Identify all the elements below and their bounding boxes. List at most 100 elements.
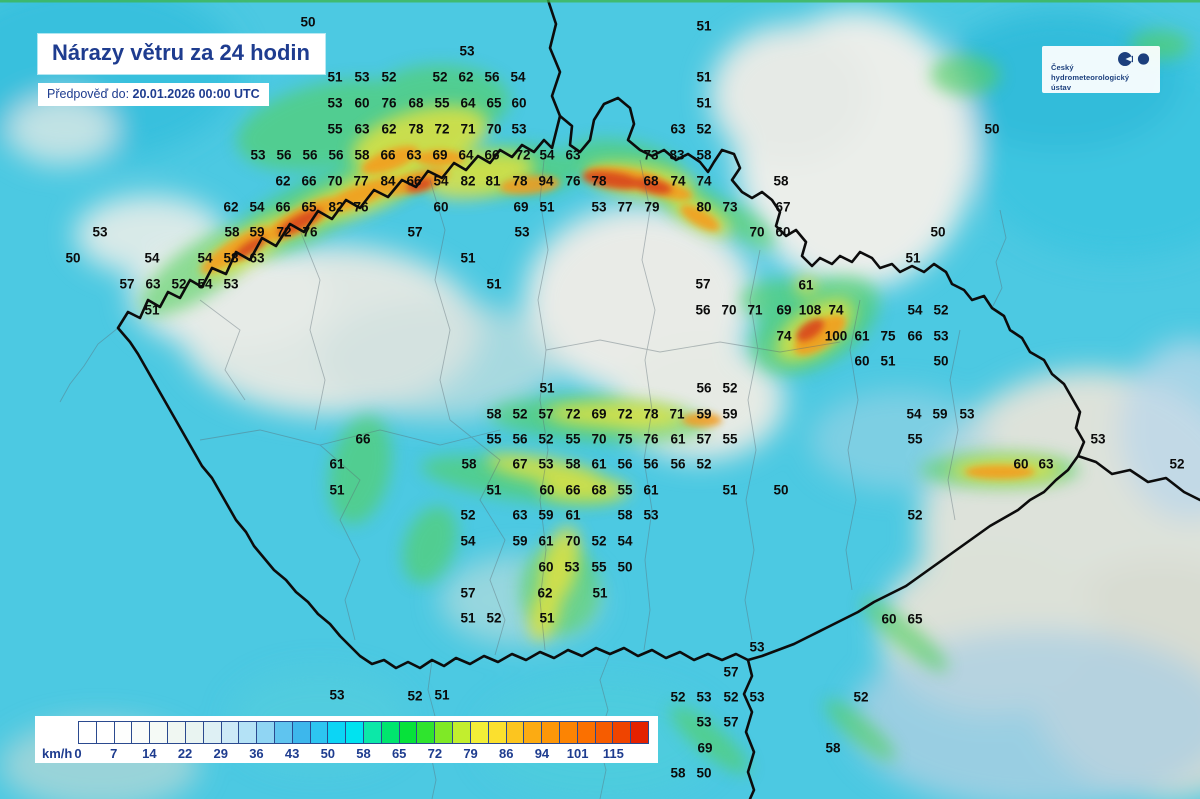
legend-color-cell — [113, 721, 133, 744]
legend-color-cell — [95, 721, 115, 744]
wind-gust-value: 50 — [300, 14, 316, 30]
wind-gust-value: 54 — [197, 276, 213, 292]
wind-gust-value: 52 — [538, 431, 554, 447]
legend-tick: 79 — [463, 746, 478, 761]
wind-gust-value: 63 — [512, 507, 528, 523]
legend-color-cell — [594, 721, 614, 744]
wind-gust-value: 57 — [119, 276, 135, 292]
wind-gust-value: 64 — [460, 95, 476, 111]
wind-gust-value: 50 — [65, 250, 81, 266]
wind-gust-value: 52 — [723, 689, 739, 705]
wind-gust-value: 53 — [223, 276, 239, 292]
wind-gust-value: 75 — [617, 431, 633, 447]
wind-gust-value: 70 — [721, 302, 737, 318]
wind-band-orange — [201, 146, 1035, 479]
wind-gust-value: 71 — [747, 302, 763, 318]
wind-speed-legend: km/h 0 7 14 22 29 36 43 50 58 65 72 79 86 94 101 115 — [35, 716, 658, 763]
wind-gust-value: 51 — [539, 610, 555, 626]
chmi-logo-mark — [1118, 52, 1150, 66]
wind-gust-value: 58 — [773, 173, 789, 189]
wind-gust-value: 70 — [486, 121, 502, 137]
wind-gust-value: 53 — [643, 507, 659, 523]
wind-gust-value: 58 — [354, 147, 370, 163]
wind-gust-value: 69 — [591, 406, 607, 422]
wind-gust-value: 53 — [250, 147, 266, 163]
wind-gust-value: 51 — [905, 250, 921, 266]
logo-line-2: hydrometeorologický — [1051, 72, 1130, 82]
wind-gust-value: 59 — [512, 533, 528, 549]
wind-gust-value: 51 — [592, 585, 608, 601]
chmi-logo-text: Český hydrometeorologický ústav — [1051, 63, 1129, 92]
legend-color-cell — [220, 721, 240, 744]
wind-gust-value: 51 — [539, 380, 555, 396]
wind-gust-value: 58 — [461, 456, 477, 472]
wind-gust-value: 67 — [775, 199, 791, 215]
legend-tick: 58 — [356, 746, 371, 761]
wind-gust-value: 56 — [617, 456, 633, 472]
legend-color-cell — [452, 721, 471, 744]
border-slovakia-poland — [1076, 454, 1200, 502]
wind-gust-value: 71 — [460, 121, 476, 137]
border-germany-poland — [546, 0, 562, 118]
wind-gust-value: 63 — [406, 147, 422, 163]
wind-gust-value: 50 — [696, 765, 712, 781]
wind-gust-value: 60 — [1013, 456, 1029, 472]
wind-gust-value: 50 — [933, 353, 949, 369]
wind-gust-value: 62 — [537, 585, 553, 601]
wind-gust-value: 78 — [408, 121, 424, 137]
wind-gust-value: 58 — [224, 224, 240, 240]
wind-gust-value: 52 — [591, 533, 607, 549]
legend-color-cell — [309, 721, 329, 744]
legend-color-cell — [149, 721, 169, 744]
wind-gust-value: 55 — [327, 121, 343, 137]
wind-gust-value: 61 — [670, 431, 686, 447]
wind-gust-value: 50 — [984, 121, 1000, 137]
wind-gust-value: 51 — [434, 687, 450, 703]
wind-gust-value: 63 — [1038, 456, 1054, 472]
wind-gust-value: 51 — [880, 353, 896, 369]
wind-gust-value: 63 — [565, 147, 581, 163]
legend-tick: 36 — [249, 746, 264, 761]
wind-gust-value: 74 — [696, 173, 712, 189]
wind-gust-value: 65 — [301, 199, 317, 215]
wind-gust-value: 59 — [538, 507, 554, 523]
wind-gust-value: 52 — [486, 610, 502, 626]
forecast-label: Předpověď do: — [47, 87, 130, 101]
wind-gust-value: 63 — [249, 250, 265, 266]
wind-gust-value: 58 — [565, 456, 581, 472]
wind-gust-value: 59 — [696, 406, 712, 422]
wind-gust-value: 66 — [301, 173, 317, 189]
wind-gust-value: 69 — [697, 740, 713, 756]
wind-gust-value: 51 — [460, 610, 476, 626]
wind-gust-value: 58 — [696, 147, 712, 163]
wind-gust-value: 74 — [828, 302, 844, 318]
wind-gust-value: 70 — [591, 431, 607, 447]
legend-color-cell — [523, 721, 543, 744]
wind-gust-value: 53 — [511, 121, 527, 137]
legend-color-cell — [202, 721, 222, 744]
wind-gust-value: 54 — [907, 302, 923, 318]
wind-gust-value: 77 — [353, 173, 369, 189]
wind-gust-value: 70 — [565, 533, 581, 549]
wind-gust-value: 56 — [328, 147, 344, 163]
wind-gust-value: 72 — [515, 147, 531, 163]
wind-gust-value: 82 — [328, 199, 344, 215]
wind-gust-value: 52 — [933, 302, 949, 318]
border-austria-slovakia — [742, 658, 756, 799]
wind-gust-value: 53 — [327, 95, 343, 111]
chmi-logo: Český hydrometeorologický ústav — [1042, 46, 1160, 93]
wind-gust-value: 74 — [670, 173, 686, 189]
wind-gust-value: 53 — [514, 224, 530, 240]
wind-gust-value: 54 — [433, 173, 449, 189]
wind-gust-value: 58 — [617, 507, 633, 523]
wind-gust-value: 52 — [670, 689, 686, 705]
wind-gust-value: 68 — [408, 95, 424, 111]
wind-gust-value: 51 — [696, 18, 712, 34]
legend-color-cell — [434, 721, 454, 744]
wind-gust-value: 55 — [565, 431, 581, 447]
wind-gust-value: 84 — [380, 173, 396, 189]
wind-gust-value: 55 — [617, 482, 633, 498]
legend-color-cell — [238, 721, 258, 744]
wind-gust-value: 59 — [249, 224, 265, 240]
